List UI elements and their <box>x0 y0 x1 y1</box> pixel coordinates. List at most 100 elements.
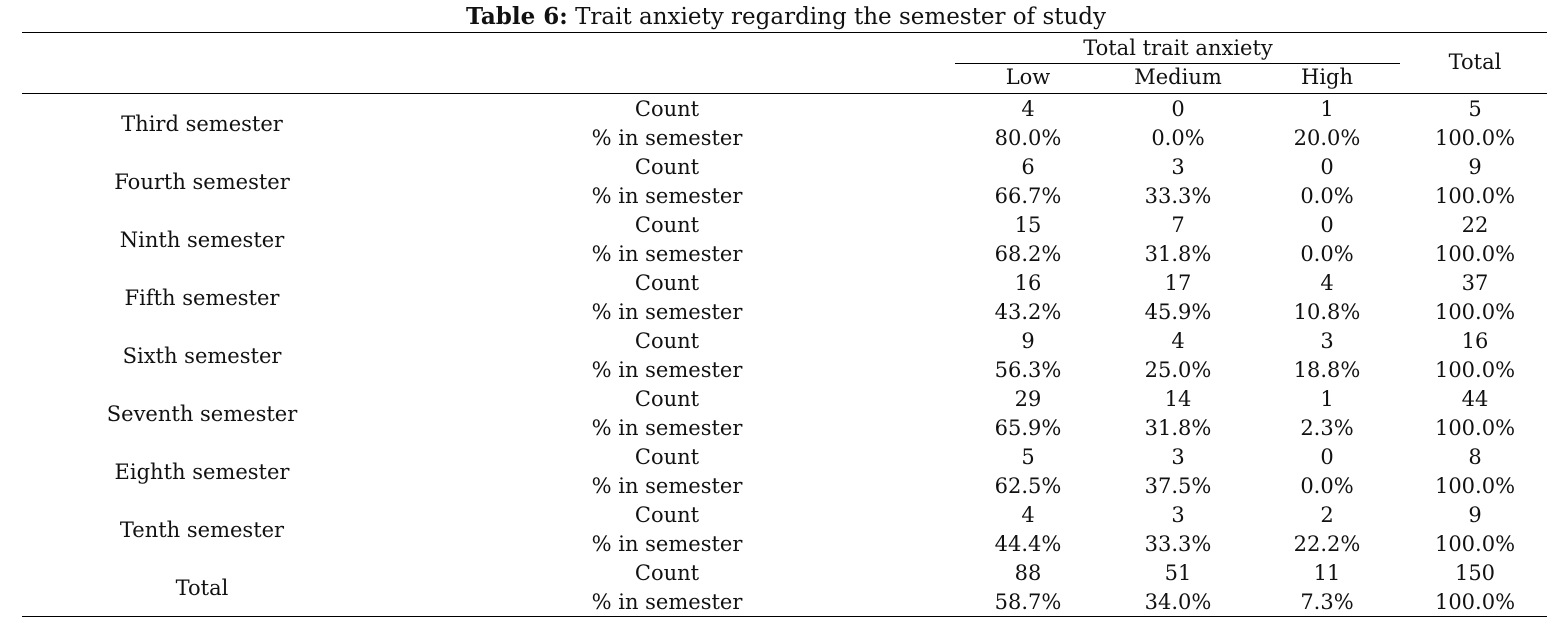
stat-label-pct: % in semester <box>591 416 743 440</box>
row-label: Fifth semester <box>124 286 280 310</box>
stat-label-pct: % in semester <box>591 242 743 266</box>
header-medium: Medium <box>1134 65 1222 89</box>
pct-cell: 0.0% <box>1300 242 1354 266</box>
top-rule <box>22 32 1547 33</box>
stat-label-pct: % in semester <box>591 474 743 498</box>
row-label: Seventh semester <box>106 402 298 426</box>
count-cell: 8 <box>1468 445 1482 469</box>
header-total: Total <box>1448 50 1502 74</box>
count-cell: 11 <box>1313 561 1341 585</box>
count-cell: 4 <box>1021 503 1035 527</box>
pct-cell: 100.0% <box>1434 300 1516 324</box>
pct-cell: 34.0% <box>1144 590 1212 614</box>
pct-cell: 33.3% <box>1144 532 1212 556</box>
pct-cell: 33.3% <box>1144 184 1212 208</box>
count-cell: 22 <box>1461 213 1489 237</box>
pct-cell: 43.2% <box>994 300 1062 324</box>
count-cell: 3 <box>1171 503 1185 527</box>
count-cell: 4 <box>1171 329 1185 353</box>
stat-label-count: Count <box>634 213 700 237</box>
table-label: Table 6: <box>465 3 568 30</box>
stat-label-pct: % in semester <box>591 532 743 556</box>
stat-label-count: Count <box>634 329 700 353</box>
pct-cell: 100.0% <box>1434 242 1516 266</box>
row-label: Third semester <box>121 112 283 136</box>
bottom-rule <box>22 616 1547 617</box>
count-cell: 0 <box>1171 97 1185 121</box>
pct-cell: 0.0% <box>1151 126 1205 150</box>
count-cell: 150 <box>1454 561 1496 585</box>
count-cell: 17 <box>1164 271 1192 295</box>
count-cell: 3 <box>1171 155 1185 179</box>
pct-cell: 65.9% <box>994 416 1062 440</box>
pct-cell: 62.5% <box>994 474 1062 498</box>
table-title: Trait anxiety regarding the semester of … <box>575 4 1107 30</box>
count-cell: 2 <box>1320 503 1334 527</box>
count-cell: 9 <box>1021 329 1035 353</box>
pct-cell: 100.0% <box>1434 532 1516 556</box>
row-label: Total <box>175 576 229 600</box>
pct-cell: 100.0% <box>1434 126 1516 150</box>
count-cell: 0 <box>1320 213 1334 237</box>
count-cell: 3 <box>1320 329 1334 353</box>
count-cell: 37 <box>1461 271 1489 295</box>
count-cell: 44 <box>1461 387 1489 411</box>
pct-cell: 18.8% <box>1293 358 1361 382</box>
count-cell: 5 <box>1468 97 1482 121</box>
pct-cell: 100.0% <box>1434 474 1516 498</box>
pct-cell: 31.8% <box>1144 416 1212 440</box>
stat-label-count: Count <box>634 445 700 469</box>
pct-cell: 0.0% <box>1300 474 1354 498</box>
count-cell: 0 <box>1320 445 1334 469</box>
count-cell: 3 <box>1171 445 1185 469</box>
header-high: High <box>1301 65 1353 89</box>
header-rule <box>22 93 1547 94</box>
count-cell: 16 <box>1014 271 1042 295</box>
stat-label-pct: % in semester <box>591 126 743 150</box>
count-cell: 0 <box>1320 155 1334 179</box>
pct-cell: 22.2% <box>1293 532 1361 556</box>
stat-label-count: Count <box>634 503 700 527</box>
pct-cell: 0.0% <box>1300 184 1354 208</box>
pct-cell: 25.0% <box>1144 358 1212 382</box>
pct-cell: 100.0% <box>1434 590 1516 614</box>
pct-cell: 7.3% <box>1300 590 1354 614</box>
count-cell: 7 <box>1171 213 1185 237</box>
table-caption: Table 6: Trait anxiety regarding the sem… <box>0 2 1555 32</box>
header-low: Low <box>1005 65 1051 89</box>
count-cell: 9 <box>1468 155 1482 179</box>
count-cell: 51 <box>1164 561 1192 585</box>
row-label: Fourth semester <box>114 170 290 194</box>
stat-label-pct: % in semester <box>591 300 743 324</box>
count-cell: 4 <box>1320 271 1334 295</box>
stat-label-pct: % in semester <box>591 358 743 382</box>
row-label: Eighth semester <box>114 460 290 484</box>
count-cell: 15 <box>1014 213 1042 237</box>
pct-cell: 10.8% <box>1293 300 1361 324</box>
stat-label-count: Count <box>634 155 700 179</box>
count-cell: 88 <box>1014 561 1042 585</box>
count-cell: 9 <box>1468 503 1482 527</box>
pct-cell: 2.3% <box>1300 416 1354 440</box>
pct-cell: 68.2% <box>994 242 1062 266</box>
pct-cell: 58.7% <box>994 590 1062 614</box>
pct-cell: 20.0% <box>1293 126 1361 150</box>
count-cell: 6 <box>1021 155 1035 179</box>
pct-cell: 66.7% <box>994 184 1062 208</box>
pct-cell: 100.0% <box>1434 184 1516 208</box>
pct-cell: 100.0% <box>1434 416 1516 440</box>
pct-cell: 44.4% <box>994 532 1062 556</box>
count-cell: 4 <box>1021 97 1035 121</box>
stat-label-count: Count <box>634 387 700 411</box>
group-rule <box>955 63 1400 64</box>
stat-label-pct: % in semester <box>591 184 743 208</box>
count-cell: 14 <box>1164 387 1192 411</box>
pct-cell: 45.9% <box>1144 300 1212 324</box>
pct-cell: 56.3% <box>994 358 1062 382</box>
row-label: Ninth semester <box>119 228 285 252</box>
count-cell: 16 <box>1461 329 1489 353</box>
pct-cell: 80.0% <box>994 126 1062 150</box>
stat-label-pct: % in semester <box>591 590 743 614</box>
count-cell: 5 <box>1021 445 1035 469</box>
stat-label-count: Count <box>634 97 700 121</box>
